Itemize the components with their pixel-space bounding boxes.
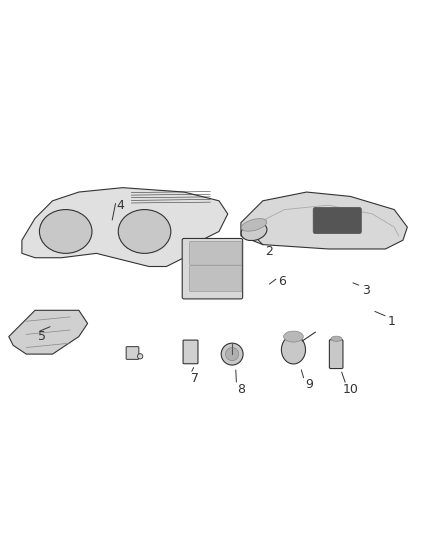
FancyBboxPatch shape [126,346,139,359]
Text: 7: 7 [191,372,199,385]
Text: 8: 8 [237,383,245,395]
Polygon shape [9,310,88,354]
Ellipse shape [39,209,92,253]
Text: 4: 4 [117,199,124,212]
Text: 2: 2 [265,245,273,257]
Ellipse shape [118,209,171,253]
Ellipse shape [226,348,239,361]
Text: 10: 10 [343,383,358,395]
FancyBboxPatch shape [190,241,242,265]
Ellipse shape [331,336,342,342]
Polygon shape [22,188,228,266]
FancyBboxPatch shape [190,265,242,292]
Text: 9: 9 [305,378,313,391]
FancyBboxPatch shape [183,340,198,364]
Text: 3: 3 [362,284,370,297]
FancyBboxPatch shape [313,207,361,233]
Ellipse shape [241,222,267,240]
Text: 5: 5 [38,330,46,343]
FancyBboxPatch shape [329,340,343,368]
Text: 1: 1 [388,315,396,328]
Polygon shape [241,192,407,249]
Ellipse shape [221,343,243,365]
Ellipse shape [241,219,267,231]
Ellipse shape [281,335,306,364]
Ellipse shape [284,331,304,342]
Ellipse shape [138,354,143,359]
FancyBboxPatch shape [182,238,243,299]
Text: 6: 6 [279,276,286,288]
